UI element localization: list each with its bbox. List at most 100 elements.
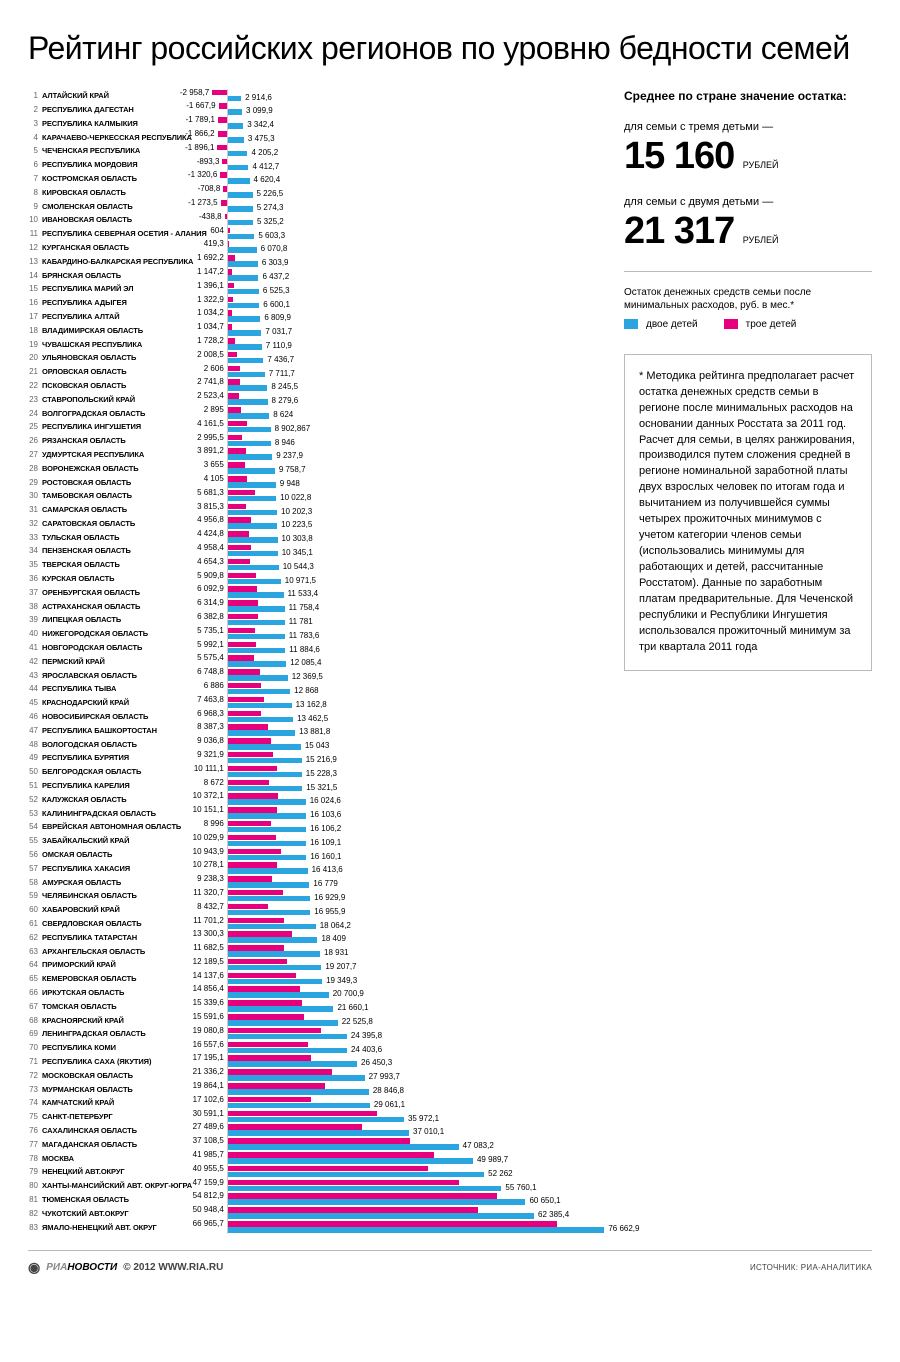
label-three: 19 080,8	[193, 1026, 224, 1035]
label-two: 60 650,1	[529, 1196, 560, 1205]
label-three: 6 382,8	[197, 612, 224, 621]
table-row: 36КУРСКАЯ ОБЛАСТЬ5 909,810 971,5	[28, 572, 606, 586]
label-three: 6 092,9	[197, 584, 224, 593]
label-three: 17 102,6	[193, 1095, 224, 1104]
label-two: 6 600,1	[263, 300, 290, 309]
bar-cell: 11 701,218 064,2	[212, 918, 606, 930]
page-title: Рейтинг российских регионов по уровню бе…	[28, 30, 872, 67]
bar-two	[227, 496, 276, 502]
table-row: 18ВЛАДИМИРСКАЯ ОБЛАСТЬ1 034,77 031,7	[28, 323, 606, 337]
label-three: 4 161,5	[197, 419, 224, 428]
bar-two	[227, 1006, 334, 1012]
label-two: 24 395,8	[351, 1031, 382, 1040]
region-name: ТОМСКАЯ ОБЛАСТЬ	[42, 1002, 212, 1011]
bar-cell: 10 111,115 228,3	[212, 766, 606, 778]
region-name: ЧУВАШСКАЯ РЕСПУБЛИКА	[42, 340, 212, 349]
label-two: 3 099,9	[246, 106, 273, 115]
bar-three	[227, 1042, 309, 1048]
label-three: 10 372,1	[193, 791, 224, 800]
label-two: 62 385,4	[538, 1210, 569, 1219]
row-number: 12	[28, 243, 42, 252]
bar-cell: 3 6559 758,7	[212, 462, 606, 474]
label-two: 15 321,5	[306, 783, 337, 792]
bar-cell: 15 339,621 660,1	[212, 1000, 606, 1012]
bar-two	[227, 523, 277, 529]
bar-three	[227, 338, 236, 344]
side-column: Среднее по стране значение остатка: для …	[624, 89, 872, 1234]
bar-two	[227, 220, 253, 226]
row-number: 33	[28, 533, 42, 542]
bar-two	[227, 468, 275, 474]
label-three: 15 339,6	[193, 998, 224, 1007]
table-row: 15РЕСПУБЛИКА МАРИЙ ЭЛ1 396,16 525,3	[28, 282, 606, 296]
row-number: 35	[28, 560, 42, 569]
region-name: НИЖЕГОРОДСКАЯ ОБЛАСТЬ	[42, 629, 212, 638]
table-row: 48ВОЛОГОДСКАЯ ОБЛАСТЬ9 036,815 043	[28, 737, 606, 751]
label-two: 10 971,5	[285, 576, 316, 585]
label-two: 7 436,7	[267, 355, 294, 364]
label-three: 6 748,8	[197, 667, 224, 676]
row-number: 6	[28, 160, 42, 169]
bar-two	[227, 1172, 484, 1178]
region-name: РЕСПУБЛИКА МОРДОВИЯ	[42, 160, 212, 169]
avg-two-value: 21 317	[624, 210, 734, 253]
bar-three	[227, 752, 273, 758]
bar-two	[227, 730, 295, 736]
bar-three	[212, 90, 227, 96]
bar-cell: 13 300,318 409	[212, 931, 606, 943]
label-three: 5 575,4	[197, 653, 224, 662]
bar-cell: 66 965,776 662,9	[212, 1221, 606, 1233]
label-two: 10 022,8	[280, 493, 311, 502]
axis-zero	[227, 89, 228, 1234]
bar-three	[227, 517, 251, 523]
method-box: * Методика рейтинга предполагает расчет …	[624, 354, 872, 671]
label-three: 4 105	[204, 474, 224, 483]
label-two: 24 403,6	[351, 1045, 382, 1054]
label-two: 8 245,5	[271, 382, 298, 391]
label-two: 5 226,5	[257, 189, 284, 198]
label-two: 9 948	[280, 479, 300, 488]
region-name: ЯРОСЛАВСКАЯ ОБЛАСТЬ	[42, 671, 212, 680]
bar-two	[227, 385, 268, 391]
bar-two	[227, 965, 322, 971]
avg-heading: Среднее по стране значение остатка:	[624, 89, 872, 103]
label-three: 2 995,5	[197, 433, 224, 442]
bar-cell: 8 67215 321,5	[212, 780, 606, 792]
bar-two	[227, 675, 288, 681]
region-name: ОМСКАЯ ОБЛАСТЬ	[42, 850, 212, 859]
bar-three	[227, 1180, 459, 1186]
table-row: 81ТЮМЕНСКАЯ ОБЛАСТЬ54 812,960 650,1	[28, 1193, 606, 1207]
table-row: 68КРАСНОЯРСКИЙ КРАЙ15 591,622 525,8	[28, 1013, 606, 1027]
row-number: 51	[28, 781, 42, 790]
region-name: КАМЧАТСКИЙ КРАЙ	[42, 1098, 212, 1107]
bar-three	[227, 821, 271, 827]
label-two: 52 262	[488, 1169, 512, 1178]
row-number: 57	[28, 864, 42, 873]
table-row: 6РЕСПУБЛИКА МОРДОВИЯ-893,34 412,7	[28, 158, 606, 172]
label-two: 8 902,867	[275, 424, 311, 433]
region-name: ТВЕРСКАЯ ОБЛАСТЬ	[42, 560, 212, 569]
table-row: 77МАГАДАНСКАЯ ОБЛАСТЬ37 108,547 083,2	[28, 1137, 606, 1151]
table-row: 78МОСКВА41 985,749 989,7	[28, 1151, 606, 1165]
bar-two	[227, 427, 271, 433]
bar-cell: 7 463,813 162,8	[212, 697, 606, 709]
label-three: 4 654,3	[197, 557, 224, 566]
bar-three	[227, 793, 278, 799]
label-three: 6 886	[204, 681, 224, 690]
label-three: 4 424,8	[197, 529, 224, 538]
bar-three	[227, 366, 240, 372]
bar-three	[227, 1083, 325, 1089]
region-name: ВЛАДИМИРСКАЯ ОБЛАСТЬ	[42, 326, 212, 335]
bar-three	[227, 1152, 434, 1158]
bar-cell: 2 8958 624	[212, 407, 606, 419]
label-three: 10 111,1	[194, 764, 224, 773]
region-name: РЕСПУБЛИКА ХАКАСИЯ	[42, 864, 212, 873]
row-number: 4	[28, 133, 42, 142]
label-two: 15 043	[305, 741, 329, 750]
table-row: 39ЛИПЕЦКАЯ ОБЛАСТЬ6 382,811 781	[28, 613, 606, 627]
table-row: 32САРАТОВСКАЯ ОБЛАСТЬ4 956,810 223,5	[28, 517, 606, 531]
label-three: -1 896,1	[185, 143, 214, 152]
region-name: НОВОСИБИРСКАЯ ОБЛАСТЬ	[42, 712, 212, 721]
row-number: 53	[28, 809, 42, 818]
chart-column: 1АЛТАЙСКИЙ КРАЙ-2 958,72 914,62РЕСПУБЛИК…	[28, 89, 606, 1234]
